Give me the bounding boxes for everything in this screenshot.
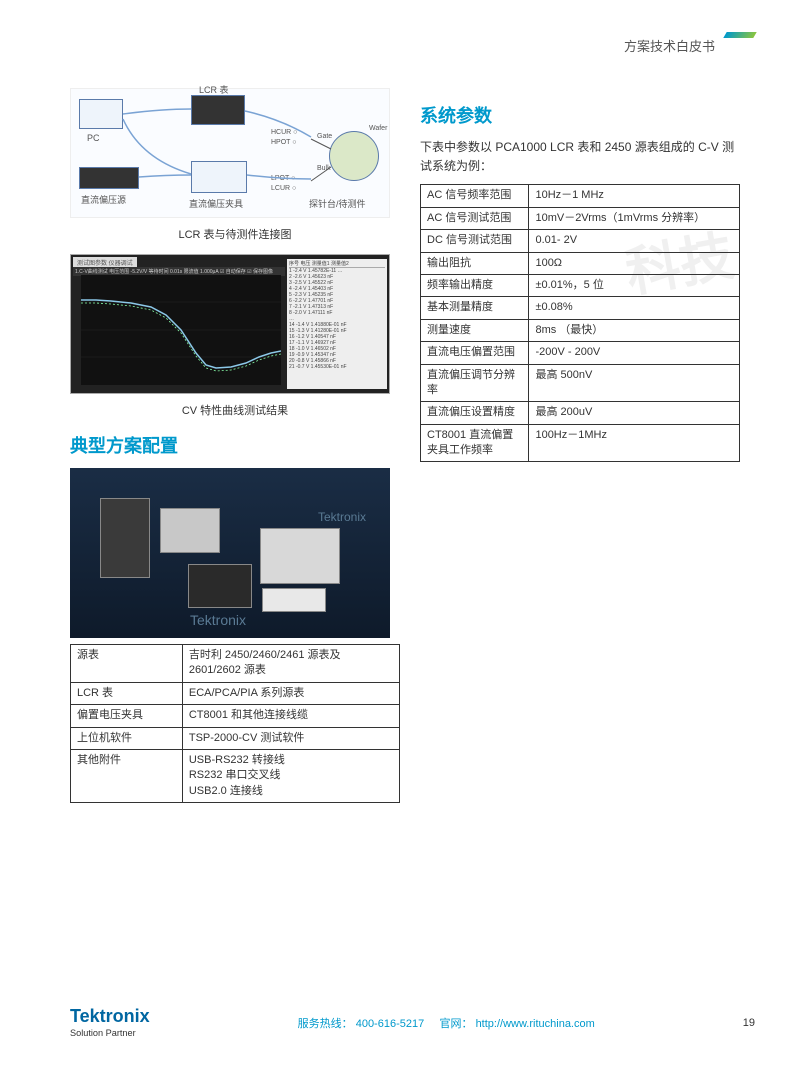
- right-column: 系统参数 下表中参数以 PCA1000 LCR 表和 2450 源表组成的 C-…: [420, 88, 740, 462]
- left-column: PC LCR 表 直流偏压源 直流偏压夹具 HCUR ○ HPOT ○ LPOT…: [70, 88, 400, 803]
- cv-chart-screenshot: 测试图参数 仪器调试 1.C-V曲线测试 电压范围 -5.2V/V 等待时间 0…: [70, 254, 390, 394]
- table-cell: 100Hz－1MHz: [529, 424, 740, 462]
- table-cell: 最高 500nV: [529, 364, 740, 402]
- table-cell: 吉时利 2450/2460/2461 源表及 2601/2602 源表: [182, 645, 399, 683]
- table-cell: 源表: [71, 645, 183, 683]
- chart-plot: [81, 275, 281, 385]
- table-cell: 测量速度: [421, 319, 529, 341]
- table-cell: 10Hz－1 MHz: [529, 185, 740, 207]
- table-cell: ±0.08%: [529, 297, 740, 319]
- diagram1-caption: LCR 表与待测件连接图: [70, 226, 400, 242]
- site-label: 官网：: [440, 1018, 473, 1030]
- header-accent: [723, 32, 756, 38]
- table-cell: 100Ω: [529, 252, 740, 274]
- table-cell: 0.01- 2V: [529, 230, 740, 252]
- hotline-label: 服务热线：: [298, 1018, 353, 1030]
- side-row: 21 -0.7 V 1.45530E-01 nF: [289, 364, 385, 370]
- table-cell: ±0.01%，5 位: [529, 274, 740, 296]
- chart-side-table: 序号 电压 测量值1 测量值2 1 -2.4 V 1.45782E-11 …2 …: [287, 259, 387, 389]
- params-table: AC 信号频率范围10Hz－1 MHzAC 信号测试范围10mV－2Vrms（1…: [420, 184, 740, 462]
- params-intro: 下表中参数以 PCA1000 LCR 表和 2450 源表组成的 C-V 测试系…: [420, 138, 740, 176]
- equipment-photo: Tektronix Tektronix: [70, 468, 390, 638]
- table-cell: 基本测量精度: [421, 297, 529, 319]
- side-header: 序号 电压 测量值1 测量值2: [289, 261, 385, 268]
- table-cell: 10mV－2Vrms（1mVrms 分辨率）: [529, 207, 740, 229]
- table-cell: 直流偏压设置精度: [421, 402, 529, 424]
- site-link[interactable]: http://www.rituchina.com: [476, 1018, 595, 1030]
- table-cell: USB-RS232 转接线 RS232 串口交叉线 USB2.0 连接线: [182, 749, 399, 802]
- page-number: 19: [743, 1017, 755, 1029]
- table-cell: TSP-2000-CV 测试软件: [182, 727, 399, 749]
- table-cell: 上位机软件: [71, 727, 183, 749]
- chart-caption: CV 特性曲线测试结果: [70, 402, 400, 418]
- config-table: 源表吉时利 2450/2460/2461 源表及 2601/2602 源表LCR…: [70, 644, 400, 803]
- photo-wm-1: Tektronix: [318, 510, 366, 524]
- connection-diagram: PC LCR 表 直流偏压源 直流偏压夹具 HCUR ○ HPOT ○ LPOT…: [70, 88, 390, 218]
- table-cell: 最高 200uV: [529, 402, 740, 424]
- footer: Tektronix Solution Partner 服务热线： 400-616…: [70, 1006, 755, 1039]
- header-title: 方案技术白皮书: [624, 36, 715, 55]
- logo-sub: Solution Partner: [70, 1028, 136, 1038]
- table-cell: ECA/PCA/PIA 系列源表: [182, 682, 399, 704]
- table-cell: CT8001 和其他连接线缆: [182, 705, 399, 727]
- table-cell: -200V - 200V: [529, 342, 740, 364]
- table-cell: 频率输出精度: [421, 274, 529, 296]
- table-cell: 输出阻抗: [421, 252, 529, 274]
- table-cell: CT8001 直流偏置夹具工作频率: [421, 424, 529, 462]
- tektronix-logo: Tektronix: [70, 1006, 150, 1027]
- table-cell: LCR 表: [71, 682, 183, 704]
- footer-links: 服务热线： 400-616-5217 官网： http://www.rituch…: [298, 1015, 595, 1031]
- table-cell: DC 信号测试范围: [421, 230, 529, 252]
- footer-logo-block: Tektronix Solution Partner: [70, 1006, 150, 1039]
- wires: [71, 89, 391, 219]
- params-section-title: 系统参数: [420, 102, 740, 128]
- table-cell: 直流偏压调节分辨率: [421, 364, 529, 402]
- table-cell: 偏置电压夹具: [71, 705, 183, 727]
- table-cell: 8ms （最快）: [529, 319, 740, 341]
- photo-wm-2: Tektronix: [190, 612, 246, 628]
- config-section-title: 典型方案配置: [70, 432, 400, 458]
- table-cell: AC 信号测试范围: [421, 207, 529, 229]
- cv-curve: [81, 275, 281, 385]
- hotline: 400-616-5217: [356, 1018, 425, 1030]
- table-cell: 其他附件: [71, 749, 183, 802]
- table-cell: 直流电压偏置范围: [421, 342, 529, 364]
- table-cell: AC 信号频率范围: [421, 185, 529, 207]
